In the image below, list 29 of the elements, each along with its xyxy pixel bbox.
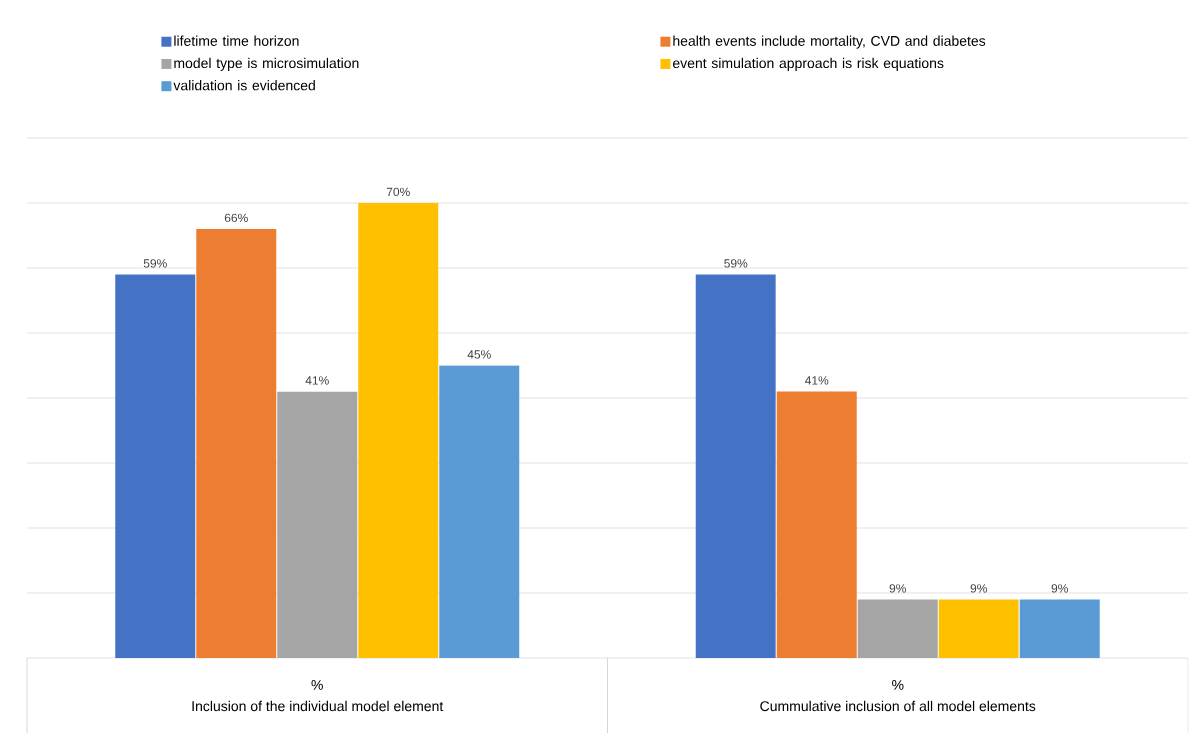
text: % [892,680,904,690]
x-tick-label: Inclusion of the individual model element [192,700,444,712]
data-label: 70% [386,187,410,197]
data-label: 9% [889,584,906,593]
data-label: 41% [805,376,829,385]
data-label: 9% [970,584,987,593]
data-label: 66% [224,213,248,223]
bar [938,599,1019,658]
bar [439,365,520,658]
x-tick-label: Cummulative inclusion of all model elements [760,700,1036,712]
data-label: 59% [724,259,748,268]
legend-label: validation is evidenced [173,80,315,91]
bar [776,391,857,658]
data-label: 59% [143,259,167,268]
bar [695,274,776,658]
data-label: 45% [467,350,491,359]
legend-label: health events include mortality, CVD and diabetes [673,35,986,49]
bar [358,202,439,658]
bar [115,274,196,658]
text: % [311,680,323,690]
legend-label: event simulation approach is risk equations [672,57,944,71]
bar [1019,599,1100,658]
legend-label: model type is microsimulation [174,57,359,71]
bar [196,228,277,658]
data-label: 9% [1051,584,1068,593]
bar [857,599,938,658]
legend-label: lifetime time horizon [174,35,299,46]
bar [277,391,358,658]
data-label: 41% [305,376,329,385]
